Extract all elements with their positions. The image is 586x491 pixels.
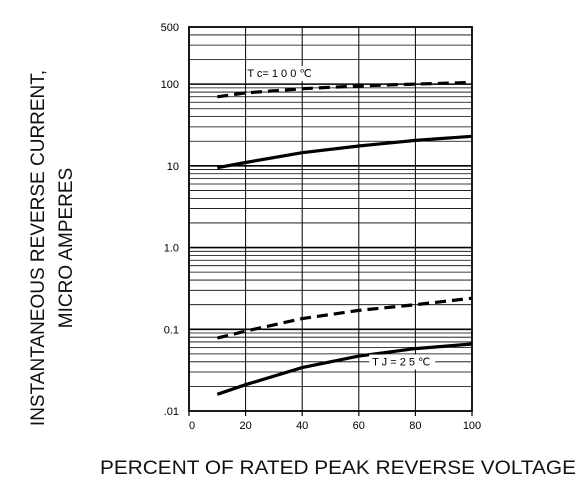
x-tick-label: 80 — [409, 420, 421, 432]
y-tick-label: 1.0 — [164, 243, 179, 255]
x-axis-label: PERCENT OF RATED PEAK REVERSE VOLTAGE — [100, 458, 576, 479]
y-tick-label: 0.1 — [164, 324, 179, 336]
y-axis-label-line2: MICRO AMPERES — [56, 168, 77, 328]
plot-frame — [188, 26, 473, 412]
series-line-2 — [217, 134, 473, 170]
series-line-4 — [216, 342, 473, 396]
y-tick-label: 500 — [161, 22, 179, 34]
y-tick-label: 100 — [161, 79, 179, 91]
annotations: T c= 1 0 0 ℃ T J = 2 5 ℃ — [247, 66, 436, 370]
series-line-1 — [217, 80, 473, 99]
y-tick-label: .01 — [164, 406, 179, 418]
annotation-label-1: T c= 1 0 0 ℃ — [247, 68, 311, 80]
series-line-3 — [216, 296, 473, 340]
x-tick-label: 40 — [296, 420, 308, 432]
y-axis-label-line1: INSTANTANEOUS REVERSE CURRENT, — [28, 70, 49, 426]
x-tick-label: 60 — [353, 420, 365, 432]
x-tick-label: 100 — [463, 420, 481, 432]
x-tick-label: 0 — [189, 420, 195, 432]
ticks-layer: 0 20 40 60 80 100 .01 0.1 1.0 10 100 500 — [161, 22, 482, 432]
annotation-label-2: T J = 2 5 ℃ — [372, 357, 430, 369]
y-tick-label: 10 — [167, 161, 179, 173]
series-layer — [216, 80, 473, 396]
annotation-bg — [369, 354, 436, 370]
annotation-bg — [247, 66, 314, 82]
x-tick-label: 20 — [239, 420, 251, 432]
